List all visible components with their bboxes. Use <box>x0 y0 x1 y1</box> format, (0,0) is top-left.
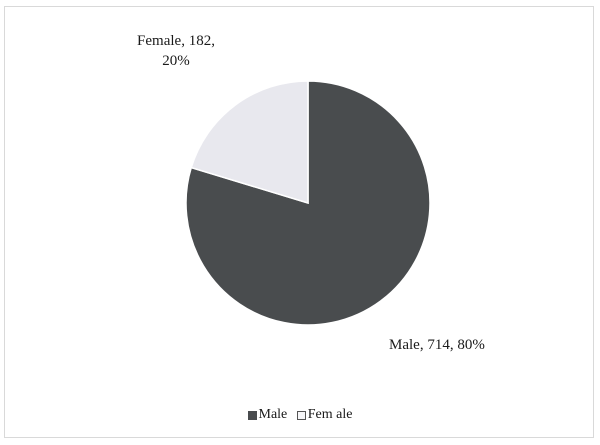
legend: Male Fem ale <box>0 407 600 425</box>
data-label-female-line: 20% <box>162 53 190 69</box>
data-label-female-line: Female, 182, <box>137 33 215 49</box>
legend-label-female: Fem ale <box>307 407 353 422</box>
legend-label-male: Male <box>258 407 288 422</box>
pie-slice-female <box>190 80 309 205</box>
legend-item-female: Fem ale <box>296 407 353 423</box>
legend-swatch-male <box>247 410 257 420</box>
data-label-male-line: Male, 714, 80% <box>389 337 485 353</box>
data-labels: Male, 714, 80% Female, 182, 20% <box>137 33 485 353</box>
data-label-female: Female, 182, 20% <box>137 33 215 69</box>
legend-swatch-female <box>296 410 306 420</box>
data-label-male: Male, 714, 80% <box>389 337 485 353</box>
legend-item-male: Male <box>247 407 288 423</box>
pie-slices <box>185 80 431 326</box>
